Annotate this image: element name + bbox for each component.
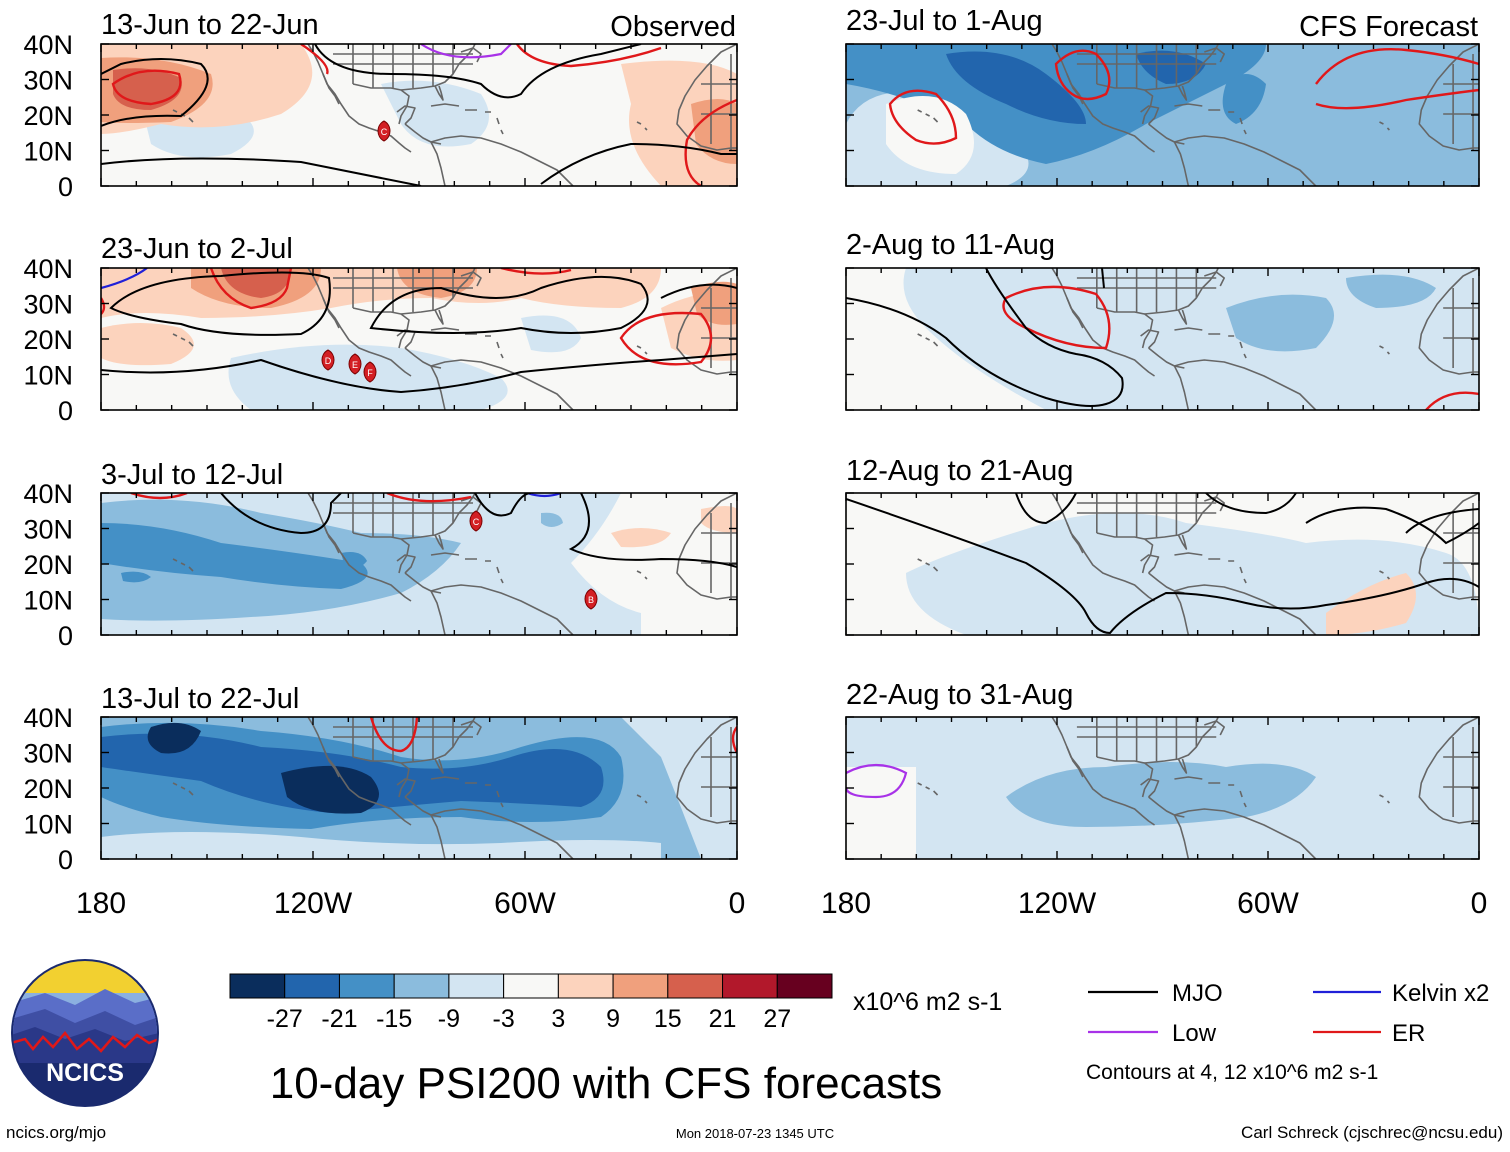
latitude-label: 20N [23,550,73,580]
latitude-label: 0 [58,396,73,426]
colorbar-swatch [612,973,669,999]
longitude-label: 120W [1018,887,1097,920]
longitude-label: 0 [1471,887,1488,920]
colorbar-swatch [722,973,778,999]
legend-note: Contours at 4, 12 x10^6 m2 s-1 [1086,1061,1378,1084]
panel-title: 23-Jun to 2-Jul [101,233,293,265]
latitude-label: 30N [23,515,73,545]
legend-low-label: Low [1172,1020,1217,1047]
panel-title: 13-Jul to 22-Jul [101,683,299,715]
colorbar-swatch [284,973,340,999]
colorbar-label: -3 [493,1005,515,1033]
legend-er-label: ER [1392,1020,1425,1047]
axis-ticks [100,43,1480,860]
colorbar-swatch [448,973,505,999]
colorbar-swatch [393,973,450,999]
latitude-label: 20N [23,101,73,131]
latitude-label: 10N [23,361,73,391]
svg-text:C: C [473,517,480,527]
colorbar-swatch [338,973,395,999]
svg-text:D: D [325,356,332,366]
colorbar: -27 -21 -15 -9 -3 3 9 15 21 27 [229,973,833,1033]
latitude-label: 0 [58,621,73,651]
legend-kelvin-label: Kelvin x2 [1392,980,1489,1007]
latitude-label: 10N [23,586,73,616]
longitude-label: 180 [76,887,126,920]
colorbar-label: 9 [606,1005,620,1033]
panel-4 [100,716,738,860]
legend-mjo-label: MJO [1172,980,1223,1007]
footer-website: ncics.org/mjo [6,1123,106,1142]
svg-text:E: E [352,360,358,370]
figure-title: 10-day PSI200 with CFS forecasts [270,1059,943,1108]
panel-title: 13-Jun to 22-Jun [101,9,319,41]
panel-3: C B [100,492,738,636]
longitude-label: 120W [274,887,353,920]
longitude-label: 60W [1237,887,1299,920]
panel-title: 12-Aug to 21-Aug [846,455,1073,487]
logo-text: NCICS [46,1059,124,1087]
footer-timestamp: Mon 2018-07-23 1345 UTC [676,1126,834,1141]
colorbar-label: -15 [376,1005,412,1033]
longitude-label: 0 [729,887,746,920]
colorbar-label: 15 [654,1005,682,1033]
ncics-logo: NCICS [11,959,159,1107]
longitude-label: 60W [494,887,556,920]
panel-1: C [100,43,738,187]
colorbar-label: -21 [321,1005,357,1033]
svg-text:C: C [381,127,388,137]
panel-6 [845,267,1480,411]
latitude-label: 10N [23,810,73,840]
mjo-contour [101,58,209,127]
latitude-label: 20N [23,325,73,355]
panel-title: 23-Jul to 1-Aug [846,5,1043,37]
er-contour [111,69,182,106]
storm-marker: E [348,353,362,375]
colorbar-label: -9 [438,1005,460,1033]
colorbar-swatch [776,973,833,999]
panel-2: D E F [100,267,738,411]
colorbar-label: -27 [267,1005,303,1033]
colorbar-swatch [667,973,724,999]
colorbar-units: x10^6 m2 s-1 [853,988,1002,1016]
colorbar-label: 27 [763,1005,791,1033]
storm-marker: C [469,510,483,532]
latitude-label: 40N [23,703,73,733]
latitude-label: 40N [23,254,73,284]
longitude-label: 180 [821,887,871,920]
svg-text:B: B [588,595,594,605]
panel-5 [845,43,1480,187]
latitude-label: 10N [23,137,73,167]
latitude-label: 20N [23,774,73,804]
panel-title: 22-Aug to 31-Aug [846,679,1073,711]
storm-marker: B [584,588,598,610]
latitude-label: 30N [23,290,73,320]
svg-text:F: F [367,368,373,378]
footer-author: Carl Schreck (cjschrec@ncsu.edu) [1241,1123,1503,1142]
storm-marker: F [363,361,377,383]
latitude-label: 30N [23,66,73,96]
latitude-label: 30N [23,739,73,769]
colorbar-swatch [557,973,614,999]
observed-label: Observed [610,11,736,43]
latitude-label: 0 [58,172,73,202]
panel-7 [845,492,1480,636]
panel-8 [845,716,1480,860]
colorbar-label: 3 [551,1005,565,1033]
legend: MJO Kelvin x2 Low ER Contours at 4, 12 x… [1086,980,1489,1084]
latitude-label: 40N [23,30,73,60]
cfs-forecast-label: CFS Forecast [1299,11,1478,43]
panel-title: 3-Jul to 12-Jul [101,459,283,491]
longitude-labels: 180 120W 60W 0 180 120W 60W 0 [76,887,1487,920]
latitude-labels: 40N 30N 20N 10N 0 40N 30N 20N 10N 0 40N 30N 20N 10N 0 4… [23,30,73,875]
panel-title: 2-Aug to 11-Aug [846,229,1055,261]
colorbar-label: 21 [709,1005,737,1033]
latitude-label: 0 [58,845,73,875]
colorbar-swatch [503,973,559,999]
storm-marker: C [377,120,391,142]
latitude-label: 40N [23,479,73,509]
storm-marker: D [321,349,335,371]
colorbar-swatch [229,973,286,999]
